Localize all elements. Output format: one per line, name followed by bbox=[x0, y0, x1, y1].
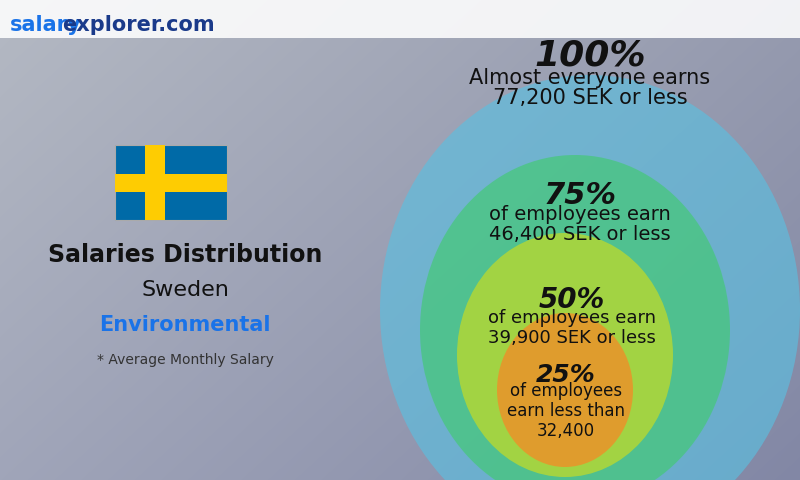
Text: explorer.com: explorer.com bbox=[62, 15, 214, 35]
Text: * Average Monthly Salary: * Average Monthly Salary bbox=[97, 353, 274, 367]
FancyBboxPatch shape bbox=[115, 145, 227, 220]
Text: Environmental: Environmental bbox=[99, 315, 270, 335]
Text: 77,200 SEK or less: 77,200 SEK or less bbox=[493, 88, 687, 108]
Ellipse shape bbox=[497, 313, 633, 467]
Text: 100%: 100% bbox=[534, 38, 646, 72]
Text: of employees earn: of employees earn bbox=[489, 205, 671, 224]
Text: 25%: 25% bbox=[536, 363, 596, 387]
FancyBboxPatch shape bbox=[146, 145, 166, 220]
Text: 46,400 SEK or less: 46,400 SEK or less bbox=[489, 225, 671, 244]
Text: earn less than: earn less than bbox=[507, 402, 625, 420]
Text: of employees: of employees bbox=[510, 382, 622, 400]
Text: 50%: 50% bbox=[539, 286, 605, 314]
Ellipse shape bbox=[380, 75, 800, 480]
FancyBboxPatch shape bbox=[0, 0, 800, 38]
Text: 32,400: 32,400 bbox=[537, 422, 595, 440]
Text: of employees earn: of employees earn bbox=[488, 309, 656, 327]
Ellipse shape bbox=[420, 155, 730, 480]
Text: 39,900 SEK or less: 39,900 SEK or less bbox=[488, 329, 656, 347]
Text: 75%: 75% bbox=[543, 180, 617, 209]
Ellipse shape bbox=[457, 233, 673, 477]
Text: Sweden: Sweden bbox=[141, 280, 229, 300]
Text: Almost everyone earns: Almost everyone earns bbox=[470, 68, 710, 88]
FancyBboxPatch shape bbox=[115, 173, 227, 192]
Text: salary: salary bbox=[10, 15, 82, 35]
Text: Salaries Distribution: Salaries Distribution bbox=[48, 243, 322, 267]
